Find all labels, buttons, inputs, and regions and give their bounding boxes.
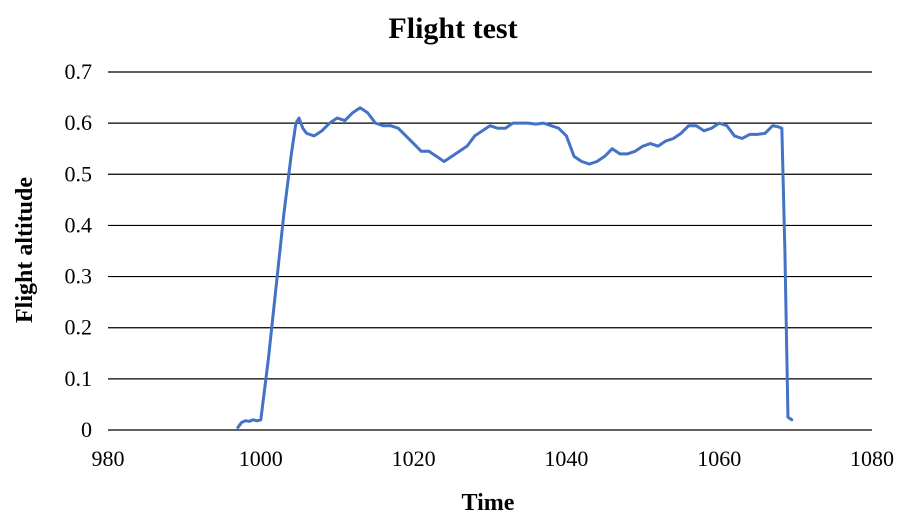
x-tick-labels: 980 1000 1020 1040 1060 1080	[92, 446, 895, 471]
x-tick-label: 1060	[697, 446, 741, 471]
y-axis-label: Flight altitude	[12, 177, 38, 323]
y-tick-label: 0.4	[65, 212, 93, 237]
x-tick-label: 1020	[392, 446, 436, 471]
series-layer	[236, 106, 794, 429]
y-tick-label: 0.2	[65, 315, 93, 340]
x-tick-label: 1000	[239, 446, 283, 471]
y-tick-labels: 0 0.1 0.2 0.3 0.4 0.5 0.6 0.7	[65, 59, 93, 442]
altitude-series-line	[236, 106, 794, 429]
x-axis-label: Time	[462, 490, 515, 516]
y-tick-label: 0.7	[65, 59, 93, 84]
y-tick-label: 0.6	[65, 110, 93, 135]
chart-title: Flight test	[388, 12, 517, 45]
x-tick-label: 1040	[544, 446, 588, 471]
y-tick-label: 0.3	[65, 264, 93, 289]
y-tick-label: 0.5	[65, 161, 93, 186]
x-tick-label: 1080	[850, 446, 894, 471]
y-tick-label: 0.1	[65, 366, 93, 391]
gridlines	[108, 71, 872, 431]
y-tick-label: 0	[81, 417, 92, 442]
x-tick-label: 980	[92, 446, 125, 471]
